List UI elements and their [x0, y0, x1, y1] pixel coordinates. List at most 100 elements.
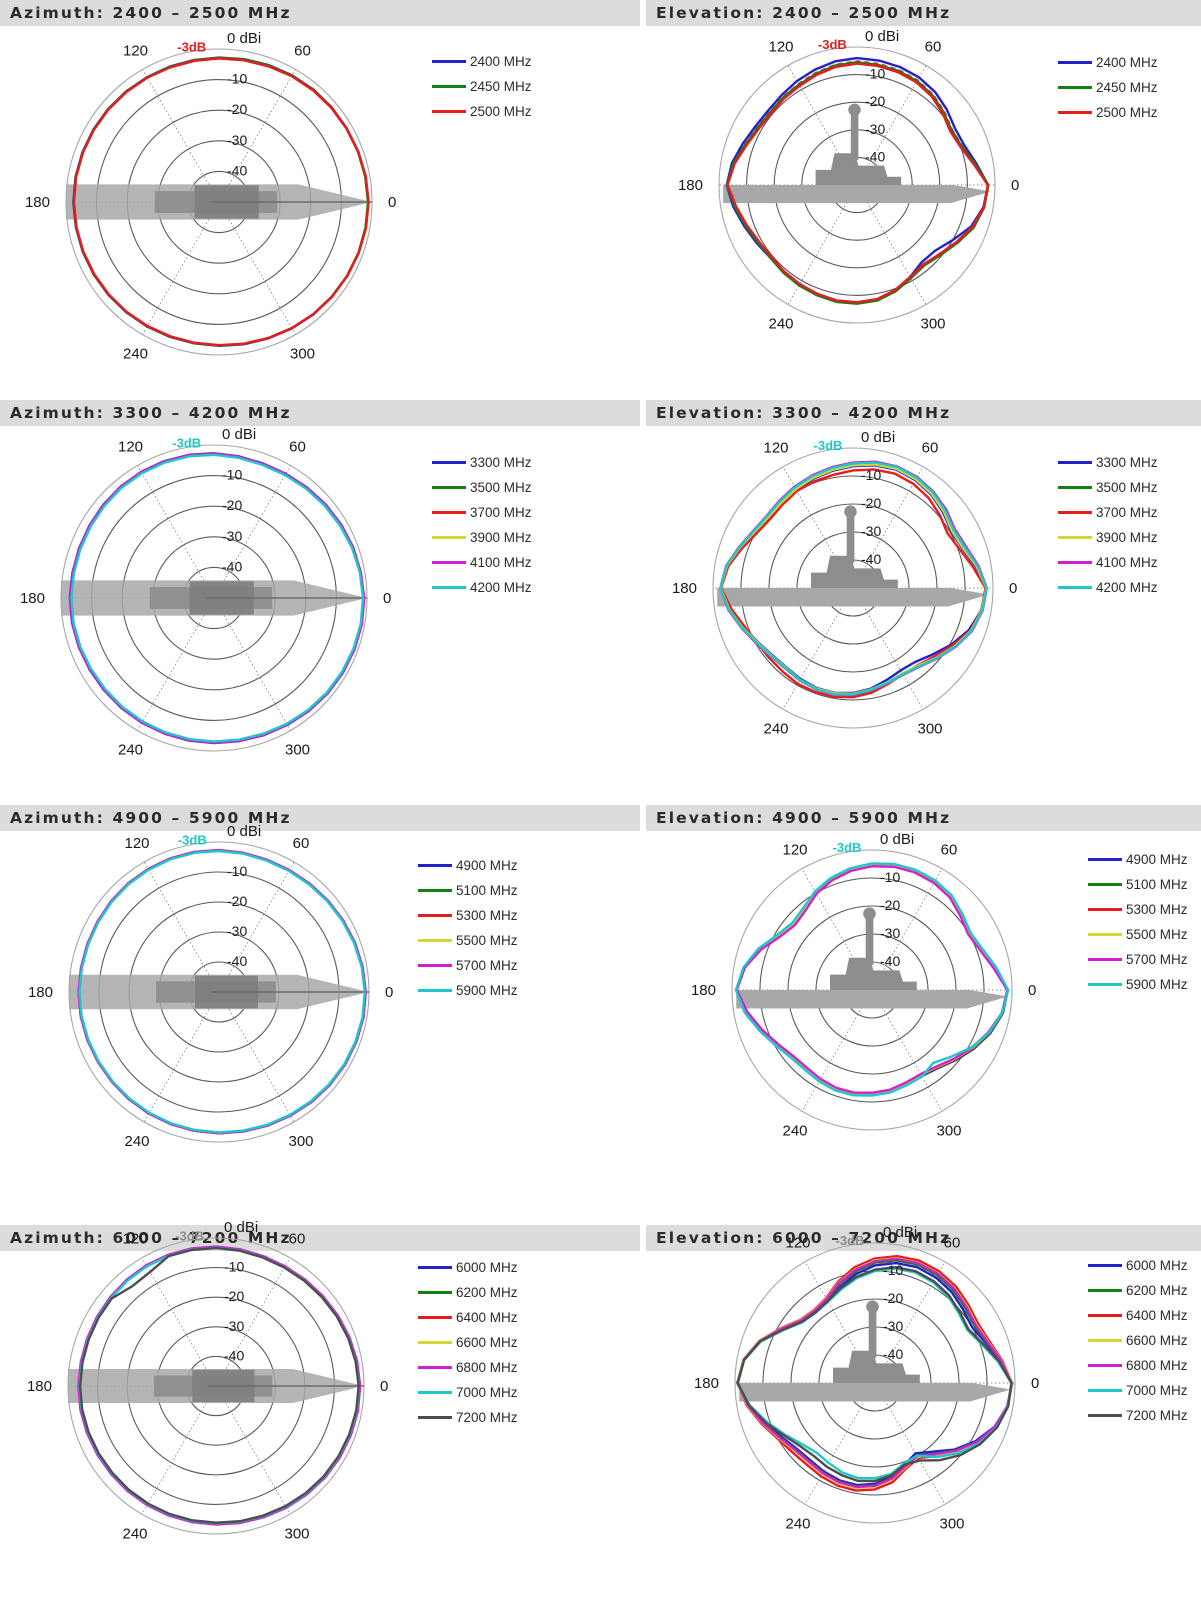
panel-title-el-3300-4200: Elevation: 3300 – 4200 MHz	[656, 404, 952, 422]
legend-item-7200-MHz[interactable]: 7200 MHz	[1088, 1403, 1188, 1428]
legend-item-3900-MHz[interactable]: 3900 MHz	[432, 525, 532, 550]
ship-silhouette	[736, 907, 1008, 1009]
legend-color-swatch	[1088, 1389, 1122, 1392]
legend-el-3300-4200: 3300 MHz 3500 MHz 3700 MHz 3900 MHz 4100 MHz…	[1058, 450, 1158, 600]
plot-area-el-4900-5900: 0 60 120 180 240 300 0 dBi -10 -20 -30 -40 -3dB	[677, 802, 1147, 1172]
angle-tick-0: 0	[380, 1378, 388, 1395]
legend-item-2400-MHz[interactable]: 2400 MHz	[1058, 50, 1158, 75]
legend-item-2450-MHz[interactable]: 2450 MHz	[432, 74, 532, 99]
legend-item-5700-MHz[interactable]: 5700 MHz	[418, 953, 518, 978]
angle-tick-240: 240	[122, 1525, 147, 1542]
legend-item-6000-MHz[interactable]: 6000 MHz	[418, 1255, 518, 1280]
panel-title-az-4900-5900: Azimuth: 4900 – 5900 MHz	[10, 809, 292, 827]
legend-item-5100-MHz[interactable]: 5100 MHz	[1088, 872, 1188, 897]
legend-item-5900-MHz[interactable]: 5900 MHz	[418, 978, 518, 1003]
legend-item-6600-MHz[interactable]: 6600 MHz	[1088, 1328, 1188, 1353]
legend-item-2400-MHz[interactable]: 2400 MHz	[432, 49, 532, 74]
legend-color-swatch	[418, 889, 452, 892]
angle-tick-180: 180	[672, 580, 697, 597]
legend-item-6600-MHz[interactable]: 6600 MHz	[418, 1330, 518, 1355]
plot-area-az-3300-4200: 0 60 120 180 240 300 0 dBi -10 -20 -30 -40 -3dB	[6, 397, 476, 767]
legend-label: 4900 MHz	[1126, 852, 1188, 867]
panel-title-bar-el-4900-5900: Elevation: 4900 – 5900 MHz	[646, 805, 1201, 831]
legend-item-6200-MHz[interactable]: 6200 MHz	[418, 1280, 518, 1305]
legend-label: 6600 MHz	[456, 1335, 518, 1350]
legend-label: 4200 MHz	[470, 580, 532, 595]
legend-item-7000-MHz[interactable]: 7000 MHz	[1088, 1378, 1188, 1403]
legend-color-swatch	[1058, 486, 1092, 489]
legend-item-6000-MHz[interactable]: 6000 MHz	[1088, 1253, 1188, 1278]
legend-color-swatch	[432, 561, 466, 564]
legend-label: 5700 MHz	[456, 958, 518, 973]
legend-item-2450-MHz[interactable]: 2450 MHz	[1058, 75, 1158, 100]
legend-color-swatch	[418, 1316, 452, 1319]
legend-item-6200-MHz[interactable]: 6200 MHz	[1088, 1278, 1188, 1303]
ring-tick-4: -40	[865, 148, 885, 164]
legend-color-swatch	[418, 1341, 452, 1344]
legend-label: 5100 MHz	[1126, 877, 1188, 892]
legend-item-6800-MHz[interactable]: 6800 MHz	[1088, 1353, 1188, 1378]
angle-tick-180: 180	[27, 1378, 52, 1395]
legend-item-3300-MHz[interactable]: 3300 MHz	[432, 450, 532, 475]
angle-tick-0: 0	[1031, 1375, 1039, 1392]
legend-item-5500-MHz[interactable]: 5500 MHz	[1088, 922, 1188, 947]
legend-item-6800-MHz[interactable]: 6800 MHz	[418, 1355, 518, 1380]
legend-item-3700-MHz[interactable]: 3700 MHz	[432, 500, 532, 525]
angle-tick-300: 300	[917, 720, 942, 737]
legend-item-2500-MHz[interactable]: 2500 MHz	[1058, 100, 1158, 125]
legend-color-swatch	[1088, 1414, 1122, 1417]
legend-color-swatch	[432, 60, 466, 63]
legend-color-swatch	[1058, 536, 1092, 539]
ring-tick-2: -20	[224, 1288, 244, 1304]
legend-color-swatch	[1088, 883, 1122, 886]
legend-item-5300-MHz[interactable]: 5300 MHz	[418, 903, 518, 928]
polar-plot-el-6000-7200: 0 60 120 180 240 300 0 dBi -10 -20 -30 -40 -3dB	[694, 1224, 1039, 1532]
panel-title-bar-az-3300-4200: Azimuth: 3300 – 4200 MHz	[0, 400, 640, 426]
legend-item-7200-MHz[interactable]: 7200 MHz	[418, 1405, 518, 1430]
legend-item-4200-MHz[interactable]: 4200 MHz	[432, 575, 532, 600]
legend-item-4900-MHz[interactable]: 4900 MHz	[418, 853, 518, 878]
legend-color-swatch	[418, 1291, 452, 1294]
legend-item-5100-MHz[interactable]: 5100 MHz	[418, 878, 518, 903]
angle-tick-120: 120	[782, 842, 807, 859]
legend-item-5900-MHz[interactable]: 5900 MHz	[1088, 972, 1188, 997]
legend-color-swatch	[418, 1391, 452, 1394]
legend-item-3500-MHz[interactable]: 3500 MHz	[432, 475, 532, 500]
angle-tick-240: 240	[123, 346, 148, 363]
legend-item-4100-MHz[interactable]: 4100 MHz	[432, 550, 532, 575]
legend-item-3500-MHz[interactable]: 3500 MHz	[1058, 475, 1158, 500]
legend-label: 5100 MHz	[456, 883, 518, 898]
ring-tick-0: 0 dBi	[883, 1224, 917, 1241]
legend-item-7000-MHz[interactable]: 7000 MHz	[418, 1380, 518, 1405]
legend-item-2500-MHz[interactable]: 2500 MHz	[432, 99, 532, 124]
legend-label: 5500 MHz	[1126, 927, 1188, 942]
legend-item-3700-MHz[interactable]: 3700 MHz	[1058, 500, 1158, 525]
legend-color-swatch	[432, 586, 466, 589]
angle-tick-0: 0	[1009, 580, 1017, 597]
series-2500-MHz	[72, 57, 370, 347]
legend-item-5500-MHz[interactable]: 5500 MHz	[418, 928, 518, 953]
legend-item-6400-MHz[interactable]: 6400 MHz	[418, 1305, 518, 1330]
angle-tick-0: 0	[1028, 982, 1036, 999]
legend-item-6400-MHz[interactable]: 6400 MHz	[1088, 1303, 1188, 1328]
legend-label: 5700 MHz	[1126, 952, 1188, 967]
minus-3db-annotation: -3dB	[177, 39, 206, 54]
legend-az-6000-7200: 6000 MHz 6200 MHz 6400 MHz 6600 MHz 6800 MHz…	[418, 1255, 518, 1430]
panel-title-bar-el-3300-4200: Elevation: 3300 – 4200 MHz	[646, 400, 1201, 426]
legend-label: 6200 MHz	[456, 1285, 518, 1300]
panel-title-el-4900-5900: Elevation: 4900 – 5900 MHz	[656, 809, 952, 827]
legend-item-3900-MHz[interactable]: 3900 MHz	[1058, 525, 1158, 550]
series-7200-MHz	[78, 1246, 360, 1524]
angle-tick-0: 0	[388, 194, 396, 211]
legend-item-4100-MHz[interactable]: 4100 MHz	[1058, 550, 1158, 575]
legend-item-4900-MHz[interactable]: 4900 MHz	[1088, 847, 1188, 872]
minus-3db-annotation: -3dB	[178, 832, 207, 847]
ship-silhouette	[68, 1368, 364, 1404]
plot-area-el-2400-2500: 0 60 120 180 240 300 0 dBi -10 -20 -30 -40 -3dB	[664, 0, 1134, 369]
legend-label: 2400 MHz	[470, 54, 532, 69]
legend-label: 2450 MHz	[1096, 80, 1158, 95]
legend-item-4200-MHz[interactable]: 4200 MHz	[1058, 575, 1158, 600]
legend-item-3300-MHz[interactable]: 3300 MHz	[1058, 450, 1158, 475]
legend-item-5300-MHz[interactable]: 5300 MHz	[1088, 897, 1188, 922]
legend-item-5700-MHz[interactable]: 5700 MHz	[1088, 947, 1188, 972]
